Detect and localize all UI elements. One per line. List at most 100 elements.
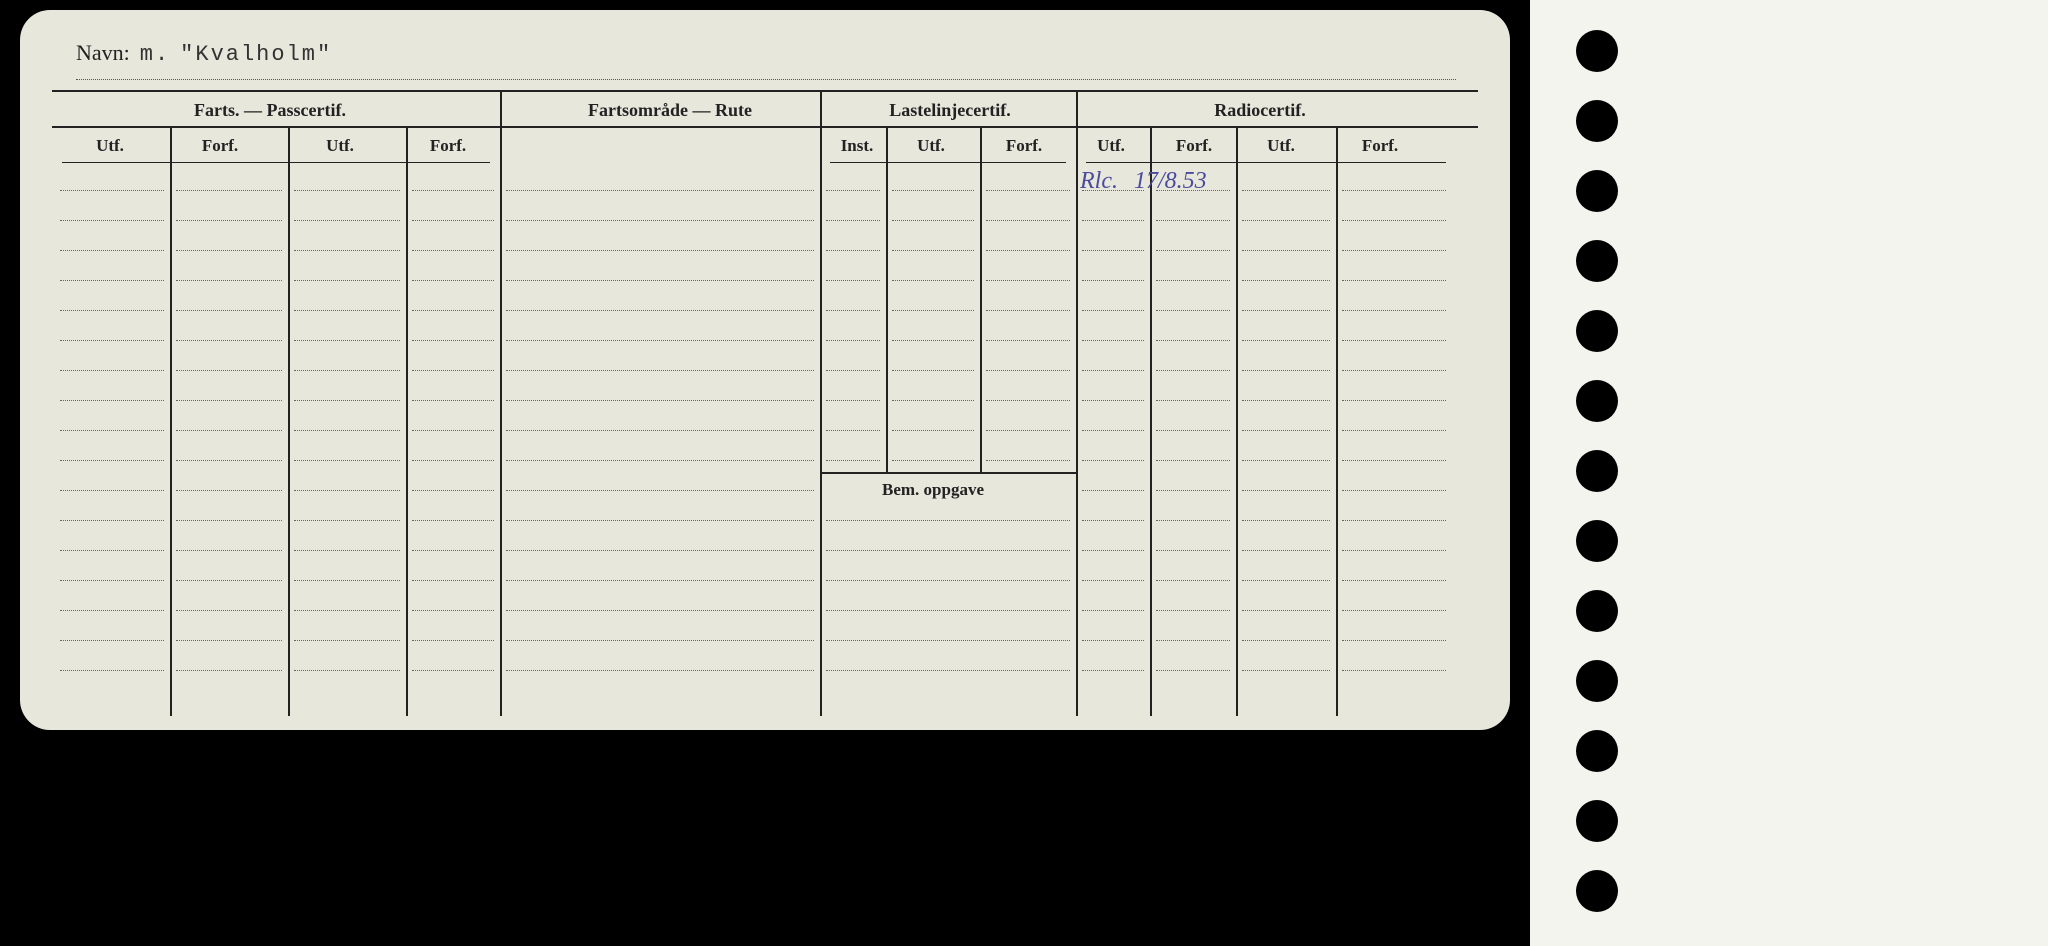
bem-label: Bem. oppgave <box>882 480 984 500</box>
col-forf-1: Forf. <box>190 136 250 156</box>
dotted-line <box>1342 250 1446 251</box>
dotted-line <box>826 340 880 341</box>
dotted-line <box>1082 430 1144 431</box>
dotted-line <box>176 460 282 461</box>
dotted-line <box>986 340 1070 341</box>
dotted-line <box>294 370 400 371</box>
dotted-line <box>1156 670 1230 671</box>
dotted-line <box>412 580 494 581</box>
dotted-line <box>892 430 974 431</box>
dotted-line <box>294 550 400 551</box>
dotted-line <box>1156 460 1230 461</box>
dotted-line <box>1242 550 1330 551</box>
dotted-line <box>60 430 164 431</box>
vline-major <box>820 90 822 716</box>
group-farts: Farts. — Passcertif. <box>140 100 400 121</box>
dotted-line <box>1082 460 1144 461</box>
binder-hole <box>1576 870 1618 912</box>
dotted-line <box>1082 190 1144 191</box>
dotted-line <box>60 640 164 641</box>
dotted-line <box>294 220 400 221</box>
dotted-line <box>412 400 494 401</box>
dotted-line <box>1242 400 1330 401</box>
dotted-line <box>294 430 400 431</box>
dotted-line <box>1342 520 1446 521</box>
vline-major <box>500 90 502 716</box>
binder-hole <box>1576 170 1618 212</box>
dotted-line <box>506 250 814 251</box>
binder-hole <box>1576 520 1618 562</box>
dotted-line <box>1156 280 1230 281</box>
name-label: Navn: <box>76 40 130 66</box>
dotted-line <box>1242 220 1330 221</box>
dotted-line <box>60 610 164 611</box>
dotted-line <box>176 520 282 521</box>
dotted-line <box>412 280 494 281</box>
dotted-line <box>892 370 974 371</box>
dotted-line <box>1156 250 1230 251</box>
dotted-line <box>1242 460 1330 461</box>
dotted-line <box>60 370 164 371</box>
rule-sub-radio <box>1086 162 1446 163</box>
dotted-line <box>506 220 814 221</box>
dotted-line <box>826 280 880 281</box>
dotted-line <box>60 280 164 281</box>
dotted-line <box>412 250 494 251</box>
dotted-line <box>176 610 282 611</box>
dotted-line <box>506 610 814 611</box>
dotted-line <box>294 610 400 611</box>
dotted-line <box>986 370 1070 371</box>
dotted-line <box>1156 550 1230 551</box>
dotted-line <box>986 250 1070 251</box>
dotted-line <box>826 670 1070 671</box>
dotted-line <box>294 190 400 191</box>
dotted-line <box>176 430 282 431</box>
dotted-line <box>1082 520 1144 521</box>
dotted-line <box>1242 370 1330 371</box>
dotted-line <box>1242 640 1330 641</box>
dotted-line <box>1156 490 1230 491</box>
dotted-line <box>1342 280 1446 281</box>
dotted-line <box>892 280 974 281</box>
vline <box>288 126 290 716</box>
dotted-line <box>1082 280 1144 281</box>
dotted-line <box>1342 190 1446 191</box>
dotted-line <box>826 400 880 401</box>
binder-hole <box>1576 800 1618 842</box>
dotted-line <box>986 190 1070 191</box>
dotted-line <box>412 220 494 221</box>
dotted-line <box>412 520 494 521</box>
dotted-line <box>826 430 880 431</box>
rule-mid <box>52 126 1478 128</box>
dotted-line <box>294 580 400 581</box>
dotted-line <box>176 340 282 341</box>
dotted-line <box>1242 490 1330 491</box>
dotted-line <box>506 400 814 401</box>
dotted-line <box>176 370 282 371</box>
vline <box>980 126 982 472</box>
dotted-line <box>60 340 164 341</box>
dotted-line <box>294 460 400 461</box>
dotted-line <box>176 640 282 641</box>
name-row: Navn: m. "Kvalholm" <box>76 40 1456 80</box>
dotted-line <box>826 220 880 221</box>
dotted-line <box>1082 640 1144 641</box>
col-forf-5: Forf. <box>1350 136 1410 156</box>
dotted-line <box>506 340 814 341</box>
dotted-line <box>1342 490 1446 491</box>
dotted-line <box>412 340 494 341</box>
dotted-line <box>1156 370 1230 371</box>
dotted-line <box>1082 490 1144 491</box>
dotted-line <box>986 280 1070 281</box>
dotted-line <box>294 520 400 521</box>
name-value: "Kvalholm" <box>180 42 332 67</box>
vline <box>406 126 408 716</box>
dotted-line <box>1242 520 1330 521</box>
dotted-line <box>60 250 164 251</box>
binder-hole <box>1576 730 1618 772</box>
dotted-line <box>176 550 282 551</box>
dotted-line <box>1342 640 1446 641</box>
dotted-line <box>176 190 282 191</box>
dotted-line <box>1242 190 1330 191</box>
vline-major <box>1076 90 1078 716</box>
